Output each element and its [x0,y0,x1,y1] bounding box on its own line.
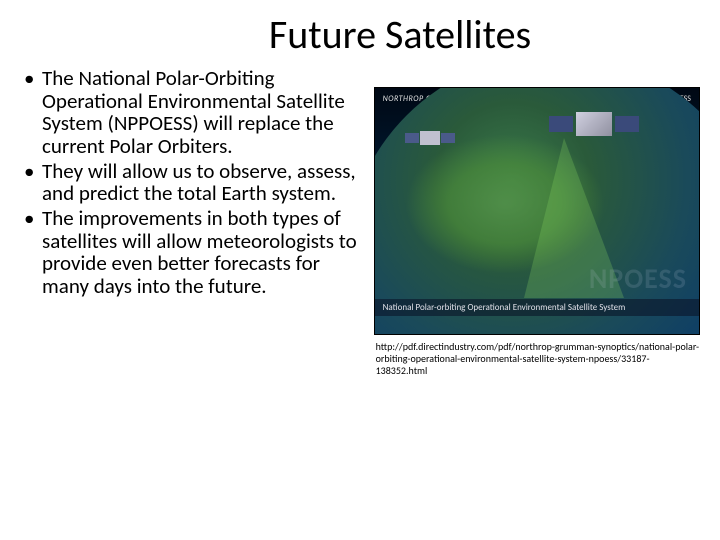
satellite-illustration: NORTHROP GRUMMAN NPOESS NPOESS Natio [374,87,700,335]
bullet-item: The National Polar-Orbiting Operational … [20,67,366,158]
citation-text: http://pdf.directindustry.com/pdf/northr… [374,341,700,377]
image-caption: National Polar-orbiting Operational Envi… [383,302,691,313]
satellite-large-icon [549,106,639,142]
image-column: NORTHROP GRUMMAN NPOESS NPOESS Natio [374,67,700,377]
satellite-small-icon [405,128,455,148]
bullet-list: The National Polar-Orbiting Operational … [20,67,366,298]
content-row: The National Polar-Orbiting Operational … [20,67,700,377]
bullet-item: They will allow us to observe, assess, a… [20,160,366,205]
image-caption-band: National Polar-orbiting Operational Envi… [375,299,699,316]
text-column: The National Polar-Orbiting Operational … [20,67,374,377]
watermark-text: NPOESS [589,261,687,296]
slide: Future Satellites The National Polar-Orb… [0,0,720,540]
bullet-item: The improvements in both types of satell… [20,207,366,298]
slide-title: Future Satellites [100,10,700,59]
